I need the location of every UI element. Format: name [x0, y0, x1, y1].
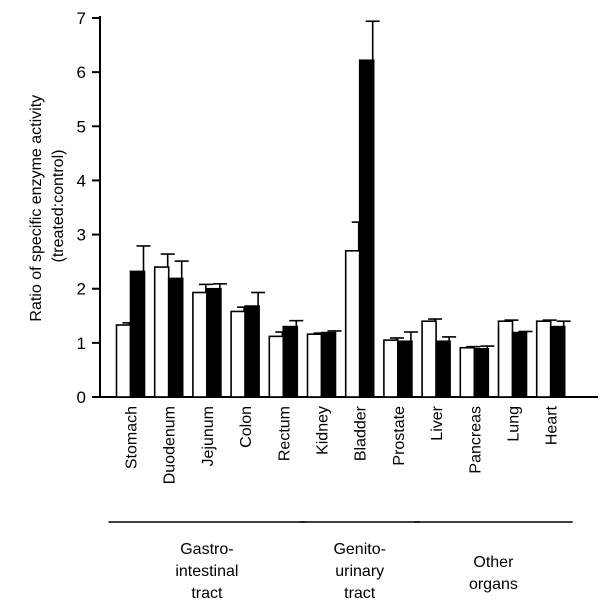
- bar-liver-series-2: [435, 340, 451, 398]
- bar-bladder-series-2: [358, 59, 375, 398]
- y-tick-labels: 0 1 2 3 4 5 6 7: [77, 9, 86, 407]
- bar-pancreas-series-1: [459, 346, 476, 398]
- y-tick-label: 7: [77, 9, 86, 28]
- bar-rectum-series-1: [268, 335, 285, 398]
- group-label-3-line-2: organs: [469, 576, 518, 593]
- group-label-1: Gastro-intestinal tract: [175, 541, 238, 602]
- group-label-2-line-1: Genito-: [333, 541, 385, 558]
- group-label-2-line-3: tract: [344, 585, 376, 602]
- bar-kidney-series-2: [320, 331, 337, 398]
- category-label-liver: Liver: [429, 405, 446, 440]
- y-tick-label: 4: [77, 171, 86, 190]
- bar-lung-series-1: [497, 320, 514, 398]
- group-label-3-line-1: Other: [473, 554, 514, 571]
- group-label-1-line-1: Gastro-: [180, 541, 233, 558]
- y-tick-label: 1: [77, 334, 86, 353]
- y-tick-label: 3: [77, 226, 86, 245]
- category-label-jejunum: Jejunum: [200, 406, 217, 466]
- bar-kidney-series-1: [306, 333, 323, 398]
- bar-stomach-series-2: [129, 270, 146, 398]
- category-label-prostate: Prostate: [391, 406, 408, 466]
- bar-colon-series-2: [244, 305, 260, 398]
- bar-duodenum-series-1: [153, 266, 170, 398]
- bar-jejunum-series-2: [206, 287, 222, 398]
- category-labels: Stomach Duodenum Jejunum Colon Rectum Kidney B…: [124, 405, 561, 484]
- y-tick-label: 5: [77, 117, 86, 136]
- category-label-heart: Heart: [544, 405, 561, 445]
- bar-bladder-series-1: [344, 250, 361, 398]
- bar-prostate-series-2: [397, 340, 413, 398]
- bar-pancreas-series-2: [473, 348, 490, 398]
- bars: [115, 59, 566, 398]
- group-labels: Gastro-intestinal tract Genito-urinary trac…: [108, 521, 573, 602]
- bar-jejunum-series-1: [192, 291, 208, 398]
- error-bars: [122, 20, 571, 349]
- group-label-3: Other organs: [469, 554, 518, 593]
- bar-stomach-series-1: [115, 324, 132, 398]
- category-label-rectum: Rectum: [276, 406, 293, 461]
- y-tick-label: 0: [77, 388, 86, 407]
- category-label-stomach: Stomach: [124, 406, 141, 469]
- bar-duodenum-series-2: [167, 277, 184, 398]
- bar-rectum-series-2: [282, 325, 299, 398]
- category-label-duodenum: Duodenum: [162, 406, 179, 484]
- group-label-1-line-2: intestinal: [175, 563, 238, 580]
- group-label-2: Genito-urinary tract: [333, 541, 385, 602]
- category-label-bladder: Bladder: [353, 405, 370, 461]
- category-label-lung: Lung: [506, 406, 523, 442]
- category-label-colon: Colon: [238, 406, 255, 448]
- bar-liver-series-1: [421, 320, 437, 398]
- group-label-1-line-3: tract: [191, 585, 223, 602]
- y-tick-label: 6: [77, 63, 86, 82]
- bar-heart-series-2: [549, 325, 566, 398]
- group-label-2-line-2: urinary: [335, 563, 384, 580]
- category-label-pancreas: Pancreas: [467, 406, 484, 474]
- y-tick-label: 2: [77, 280, 86, 299]
- y-axis-title-line-2: (treated:control): [50, 150, 67, 263]
- y-axis-title: Ratio of specific enzyme activity (treat…: [28, 90, 67, 321]
- bar-lung-series-2: [511, 331, 528, 398]
- category-label-kidney: Kidney: [315, 406, 332, 455]
- y-axis-title-line-1: Ratio of specific enzyme activity: [28, 95, 45, 322]
- bar-heart-series-1: [535, 320, 552, 398]
- bar-prostate-series-1: [383, 339, 399, 398]
- bar-colon-series-1: [230, 310, 246, 398]
